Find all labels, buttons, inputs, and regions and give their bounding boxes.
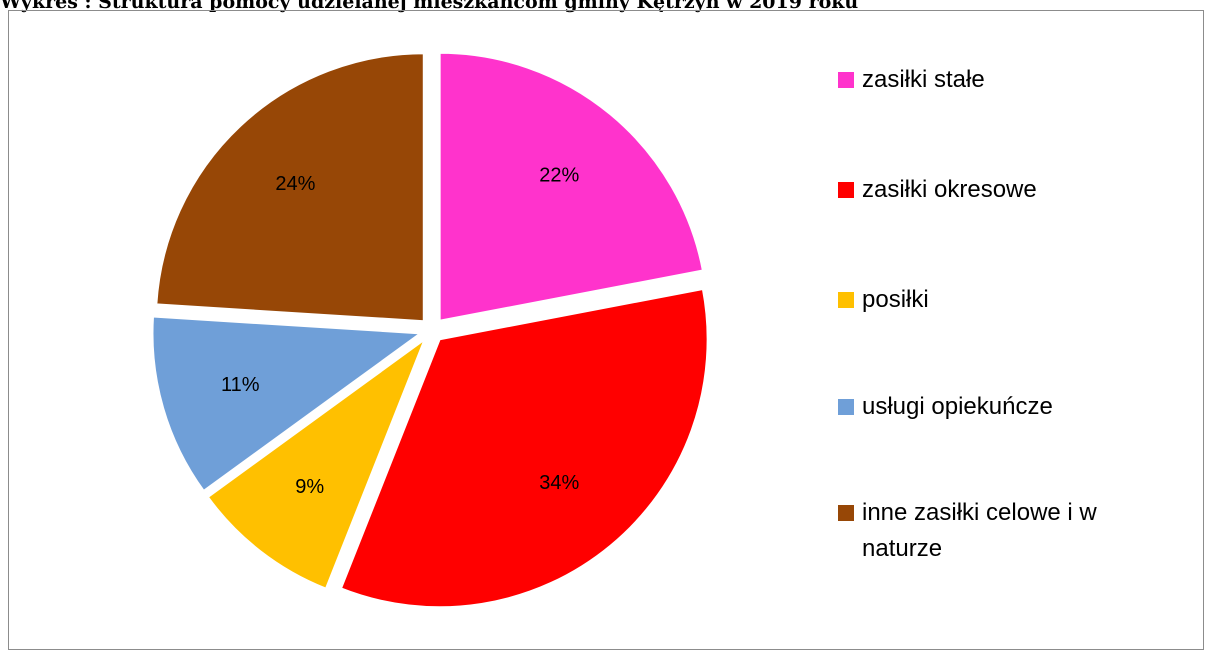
- legend-item: inne zasiłki celowe i w naturze: [838, 495, 1138, 567]
- legend-swatch: [838, 72, 854, 88]
- pie-slice: [339, 287, 709, 609]
- pie-slice: [438, 51, 705, 322]
- data-label: 34%: [539, 472, 579, 494]
- chart-title: Wykres : Struktura pomocy udzielanej mie…: [0, 0, 859, 13]
- data-label: 24%: [275, 173, 315, 195]
- legend-label: zasiłki stałe: [862, 66, 985, 93]
- legend-swatch: [838, 399, 854, 415]
- legend-item: posiłki: [838, 282, 1138, 318]
- pie-slice: [155, 52, 425, 323]
- legend-label: usługi opiekuńcze: [862, 393, 1053, 420]
- legend-label: posiłki: [862, 286, 929, 313]
- legend-swatch: [838, 505, 854, 521]
- legend-swatch: [838, 182, 854, 198]
- legend-item: zasiłki okresowe: [838, 172, 1138, 208]
- legend-label: inne zasiłki celowe i w naturze: [862, 499, 1097, 562]
- pie-slice: [151, 315, 424, 493]
- legend-swatch: [838, 292, 854, 308]
- legend-label: zasiłki okresowe: [862, 176, 1037, 203]
- legend-item: zasiłki stałe: [838, 62, 1138, 98]
- pie-slice: [206, 336, 427, 590]
- data-label: 11%: [221, 374, 260, 396]
- data-label: 9%: [295, 476, 324, 498]
- legend-item: usługi opiekuńcze: [838, 389, 1138, 425]
- data-label: 22%: [539, 164, 579, 186]
